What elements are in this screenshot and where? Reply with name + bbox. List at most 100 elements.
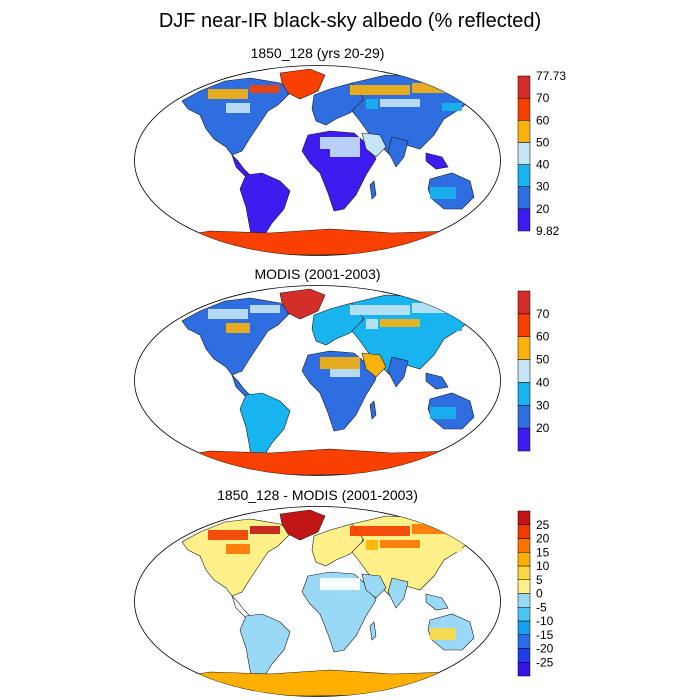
grid-cell-patch [320,578,360,590]
panel-1-colorbar: 9.82 20 30 40 50 60 70 77.73 [517,69,566,238]
landmass-madagascar [369,180,377,200]
colorbar-tick-label: 70 [536,307,550,321]
colorbar-tick-label: 60 [536,330,550,344]
colorbar-swatch [517,97,531,121]
landmass-samerica [239,613,291,687]
colorbar-swatch [517,120,531,143]
colorbar-swatch [517,552,531,567]
grid-cell-patch [226,103,250,113]
colorbar-swatch [517,336,531,360]
landmass-arabia [361,573,387,599]
grid-cell-patch [350,85,410,95]
panel-3-map [134,506,501,697]
grid-cell-patch [442,323,462,331]
panel-1-map [134,65,501,256]
colorbar-tick-label: 20 [536,421,550,435]
colorbar-tick-label: 9.82 [536,224,560,238]
colorbar-swatch [517,313,531,337]
colorbar-tick-label: 50 [536,135,550,149]
grid-cell-patch [330,149,360,157]
colorbar-tick-label: 25 [536,518,550,532]
panel-2-colorbar: 20 30 40 50 60 70 [517,290,550,452]
grid-cell-patch [380,99,420,107]
grid-cell-patch [320,137,360,149]
landmass-seasia [425,593,449,611]
colorbar-swatch [517,510,531,525]
grid-cell-patch [250,85,280,93]
landmass-madagascar [369,621,377,641]
grid-cell-patch [330,369,360,377]
grid-cell-patch [366,319,378,329]
colorbar-tick-label: 0 [536,587,543,601]
colorbar-tick-label: 15 [536,545,550,559]
colorbar-swatch [517,208,531,232]
grid-cell-patch [350,305,410,315]
colorbar-tick-label: -20 [536,642,554,656]
colorbar-tick-label: 60 [536,113,550,127]
colorbar-swatch [517,538,531,553]
landmass-greenland [279,68,326,100]
panel-1-title: 1850_128 (yrs 20-29) [250,45,385,61]
colorbar-tick-label: 30 [536,398,550,412]
landmass-arabia [361,132,387,158]
landmass-samerica [239,392,291,466]
landmass-india [387,136,409,168]
grid-cell-patch [350,526,410,536]
colorbar-swatch [517,75,531,99]
colorbar-swatch [517,593,531,608]
colorbar-tick-label: -5 [536,600,547,614]
colorbar-swatch [517,382,531,406]
landmass-india [387,356,409,388]
landmass-greenland [279,509,326,541]
grid-cell-patch [330,590,360,598]
panel-3-title: 1850_128 - MODIS (2001-2003) [217,487,418,503]
colorbar-swatch [517,142,531,165]
figure-title: DJF near-IR black-sky albedo (% reflecte… [158,10,542,32]
grid-cell-patch [430,628,456,640]
landmass-antarctica [160,448,483,476]
grid-cell-patch [208,89,248,99]
landmass-india [387,577,409,609]
landmass-seasia [425,372,449,390]
landmass-madagascar [369,400,377,420]
grid-cell-patch [380,540,420,548]
colorbar-tick-label: -10 [536,614,554,628]
colorbar-tick-label: 70 [536,91,550,105]
colorbar-swatch [517,405,531,429]
grid-cell-patch [430,187,456,199]
landmass-antarctica [160,228,483,256]
panel-2-title: MODIS (2001-2003) [254,266,381,282]
landmass-samerica [239,172,291,246]
grid-cell-patch [250,526,280,534]
colorbar-swatch [517,565,531,580]
landmass-antarctica [160,669,483,697]
colorbar-tick-label: 20 [536,532,550,546]
grid-cell-patch [320,357,360,369]
colorbar-swatch [517,662,531,677]
colorbar-swatch [517,290,531,315]
colorbar-swatch [517,427,531,452]
grid-cell-patch [226,544,250,554]
grid-cell-patch [442,103,462,111]
colorbar-tick-label: 20 [536,202,550,216]
grid-cell-patch [412,524,462,534]
grid-cell-patch [442,544,462,552]
colorbar-tick-label: 30 [536,180,550,194]
colorbar-swatch [517,524,531,539]
colorbar-swatch [517,164,531,187]
grid-cell-patch [366,540,378,550]
grid-cell-patch [380,319,420,327]
grid-cell-patch [208,309,248,319]
grid-cell-patch [430,407,456,419]
colorbar-swatch [517,648,531,663]
colorbar-swatch [517,620,531,635]
colorbar-tick-label: 77.73 [536,69,566,83]
colorbar-tick-label: 5 [536,573,543,587]
colorbar-swatch [517,607,531,622]
colorbar-tick-label: 50 [536,353,550,367]
landmass-seasia [425,152,449,170]
grid-cell-patch [412,83,462,93]
colorbar-tick-label: -25 [536,655,554,669]
colorbar-swatch [517,579,531,594]
